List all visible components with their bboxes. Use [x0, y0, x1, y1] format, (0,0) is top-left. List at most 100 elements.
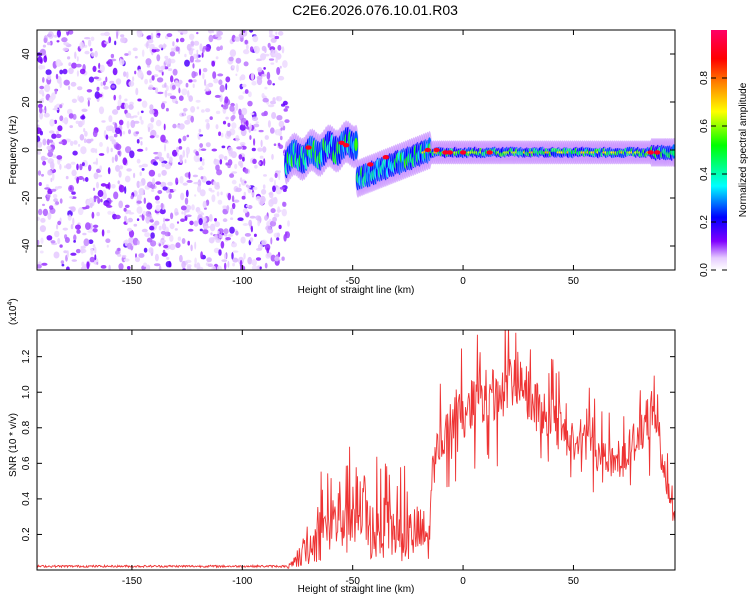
spectrogram-cell [196, 262, 201, 270]
spectrogram-cell [154, 195, 160, 201]
spectrogram-cell [225, 76, 231, 83]
spectrogram-cell [128, 237, 135, 244]
spectrogram-cell [225, 237, 231, 241]
spectrogram-cell [459, 150, 467, 155]
spectrogram-cell [224, 155, 228, 161]
spectrogram-cell [218, 131, 222, 137]
spectrogram-cell [130, 195, 134, 200]
spectrogram-cell [167, 181, 173, 186]
spectrogram-cell [243, 61, 249, 67]
spectrogram-cell [214, 221, 220, 228]
spectrogram-cell [150, 32, 154, 41]
spectrogram-cell [254, 164, 258, 169]
spectrogram-cell [126, 168, 132, 172]
spectrogram-cell [116, 105, 121, 111]
spectrogram-cell [200, 165, 203, 170]
spectrogram-cell [92, 187, 96, 191]
spectrogram-cell [237, 217, 244, 221]
spectrogram-cell [277, 206, 281, 214]
spectrogram-cell [159, 208, 166, 215]
spectrogram-cell [39, 85, 45, 90]
spectrogram-cell [283, 234, 287, 242]
spectrogram-cell [152, 177, 155, 185]
spectrogram-cell [142, 210, 147, 216]
spectrogram-cell [46, 74, 52, 81]
spectrogram-cell [128, 50, 132, 56]
spectrogram-cell [231, 122, 237, 129]
spectrogram-cell [113, 94, 116, 101]
spectrogram-cell [276, 115, 283, 121]
spectrogram-cell [133, 120, 140, 124]
snr-axes: -150 -100 -50 0 50 0.2 0.4 0.6 0.8 1.0 1.2 [21, 330, 675, 587]
spectrogram-cell [179, 176, 184, 184]
spectrogram-cell [140, 141, 143, 146]
spectrogram-cell [62, 68, 68, 75]
spectrogram-cell [236, 64, 239, 73]
spectrogram-cell [54, 119, 57, 124]
spectrogram-cell [169, 243, 176, 251]
spectrogram-cell [193, 154, 200, 163]
spectrogram-cell [224, 262, 227, 270]
spectrogram-cell [124, 204, 130, 208]
spectrogram-cell [202, 229, 209, 235]
spectrogram-cell [208, 187, 213, 192]
spectrogram-cell [234, 163, 238, 170]
spectrogram-cell [199, 228, 203, 232]
spectrogram-cell [272, 185, 276, 193]
spectrogram-cell [117, 150, 121, 156]
spectrogram-cell [274, 129, 281, 136]
spectrogram-cell [104, 41, 109, 45]
spectrogram-cell [88, 76, 94, 83]
spectrogram-cell [123, 71, 127, 77]
spectrogram-cell [99, 142, 103, 147]
spectrogram-cell [113, 191, 119, 200]
spectrogram-cell [181, 211, 184, 215]
spectrogram-cell [166, 152, 170, 159]
spectrogram-cell [185, 82, 189, 88]
spectrogram-cell [70, 252, 77, 256]
spectrogram-cell [97, 189, 104, 198]
spectrogram-cell [229, 173, 235, 178]
spectrogram-cell [270, 208, 276, 214]
spectrogram-cell [46, 41, 51, 46]
snr-scale-exponent: 4 [7, 302, 14, 306]
spectrogram-cell [199, 134, 204, 137]
spectrogram-cell [282, 125, 286, 131]
spectrogram-cell [165, 85, 169, 92]
spectrogram-cell [173, 189, 177, 192]
spectrogram-cell [207, 82, 214, 88]
spectrogram-cell [178, 138, 182, 144]
spectrogram-cell [137, 111, 140, 116]
spectrogram-cell [196, 49, 199, 54]
spectrogram-cell [270, 37, 277, 43]
spectrogram-cell [259, 195, 266, 204]
spectrogram-cell [184, 119, 191, 125]
spectrogram-cell [158, 44, 164, 49]
spectrogram-axes: -150 -100 -50 0 50 -40 -20 0 20 40 [21, 30, 675, 287]
spectrogram-cell [219, 45, 223, 51]
spectrogram-cell [103, 202, 110, 206]
spectrogram-cell [59, 104, 63, 109]
spectrogram-cell [86, 138, 92, 144]
snr-x-tick-label: -150 [122, 576, 142, 587]
spectrogram-cell [280, 135, 283, 141]
spectrogram-cell [114, 214, 121, 220]
spectrogram-cell [250, 72, 255, 81]
spectrogram-cell [251, 116, 259, 122]
spectrogram-cell [220, 191, 223, 196]
spectrogram-cell [231, 171, 238, 174]
spectrogram-cell [93, 76, 100, 80]
spectrogram-cell [59, 115, 64, 122]
spectrogram-cell [101, 229, 105, 237]
snr-x-tick-label: -100 [232, 576, 252, 587]
spectrogram-cell [79, 163, 83, 171]
snr-scale-suffix: ) [8, 298, 19, 301]
spectrogram-cell [195, 99, 201, 103]
spectrogram-cell [205, 119, 210, 123]
spectrogram-cell [215, 56, 219, 60]
spectrogram-cell [223, 228, 229, 235]
spectrogram-cell [179, 37, 185, 43]
spectrogram-cell [56, 155, 63, 160]
snr-x-tick-label: 0 [460, 576, 466, 587]
spectrogram-cell [281, 208, 287, 217]
